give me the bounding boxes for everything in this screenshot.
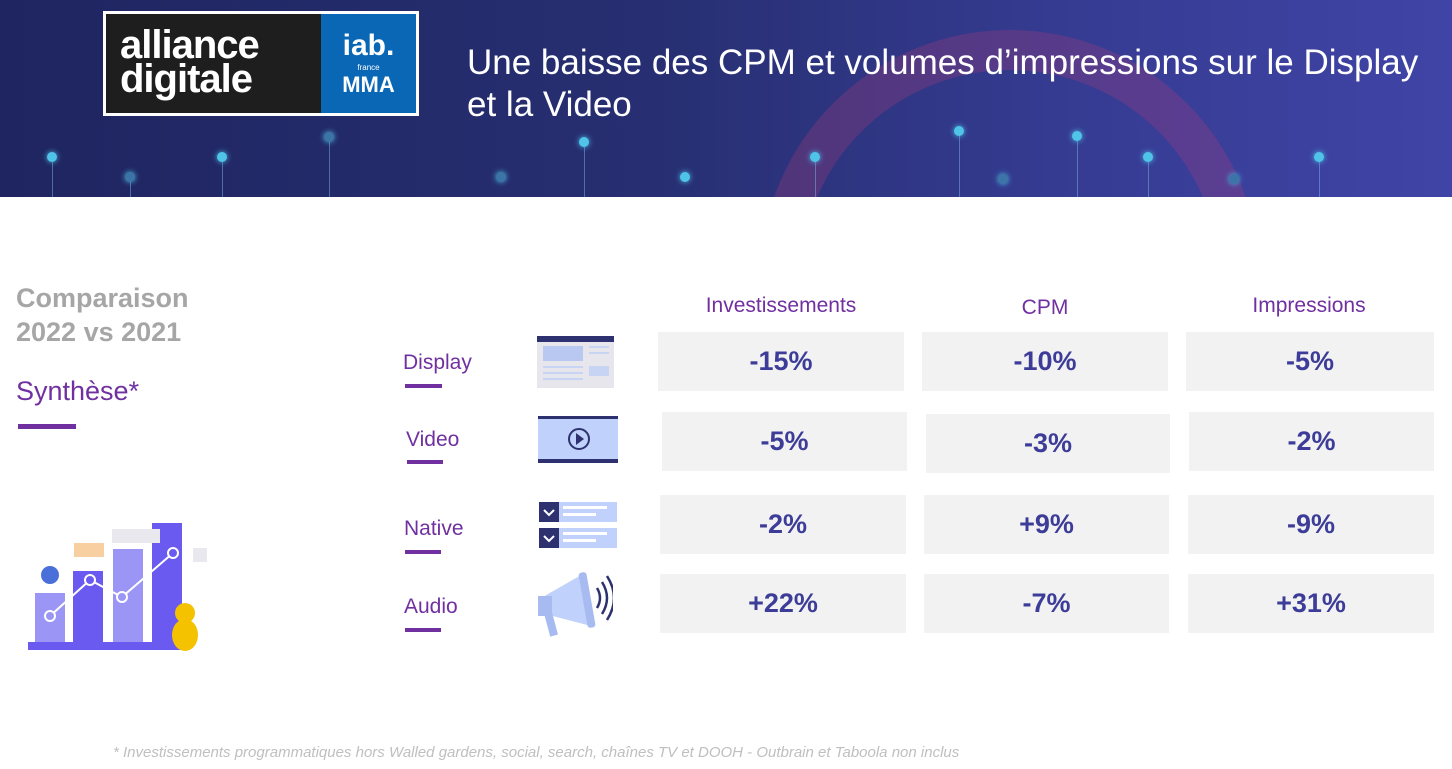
column-header-cpm: CPM xyxy=(1021,296,1069,319)
alliance-digitale-logo: alliance digitale iab. france MMA xyxy=(103,11,419,116)
row-label-video: Video xyxy=(406,428,460,451)
logo-iab-mma: iab. france MMA xyxy=(321,14,416,113)
logo-text-left: alliance digitale xyxy=(120,23,260,101)
cell-display-cpm: -10% xyxy=(922,332,1168,391)
row-label-native: Native xyxy=(404,517,464,540)
column-header-impressions: Impressions xyxy=(1252,294,1366,317)
heading-underline xyxy=(18,424,76,429)
display-browser-icon xyxy=(537,336,614,388)
cell-audio-investissements: +22% xyxy=(660,574,906,633)
cell-native-investissements: -2% xyxy=(660,495,906,554)
row-underline xyxy=(405,550,441,554)
native-list-icon xyxy=(539,502,617,548)
cell-audio-impressions: +31% xyxy=(1188,574,1434,633)
column-header-investissements: Investissements xyxy=(705,294,857,317)
cell-video-investissements: -5% xyxy=(662,412,907,471)
footnote: * Investissements programmatiques hors W… xyxy=(113,744,960,761)
cell-display-impressions: -5% xyxy=(1186,332,1434,391)
comparison-heading: Comparaison 2022 vs 2021 xyxy=(16,283,189,347)
video-play-icon xyxy=(538,416,618,463)
row-label-audio: Audio xyxy=(404,595,458,618)
cell-native-impressions: -9% xyxy=(1188,495,1434,554)
row-underline xyxy=(405,628,441,632)
growth-chart-illustration xyxy=(28,523,207,651)
cell-display-investissements: -15% xyxy=(658,332,904,391)
row-underline xyxy=(405,384,442,388)
synthese-heading: Synthèse* xyxy=(16,376,140,406)
cell-audio-cpm: -7% xyxy=(924,574,1169,633)
cell-video-cpm: -3% xyxy=(926,414,1170,473)
row-label-display: Display xyxy=(403,351,472,374)
row-underline xyxy=(407,460,443,464)
page-title: Une baisse des CPM et volumes d’impressi… xyxy=(467,43,1419,124)
megaphone-icon xyxy=(538,572,613,637)
cell-native-cpm: +9% xyxy=(924,495,1169,554)
cell-video-impressions: -2% xyxy=(1189,412,1434,471)
